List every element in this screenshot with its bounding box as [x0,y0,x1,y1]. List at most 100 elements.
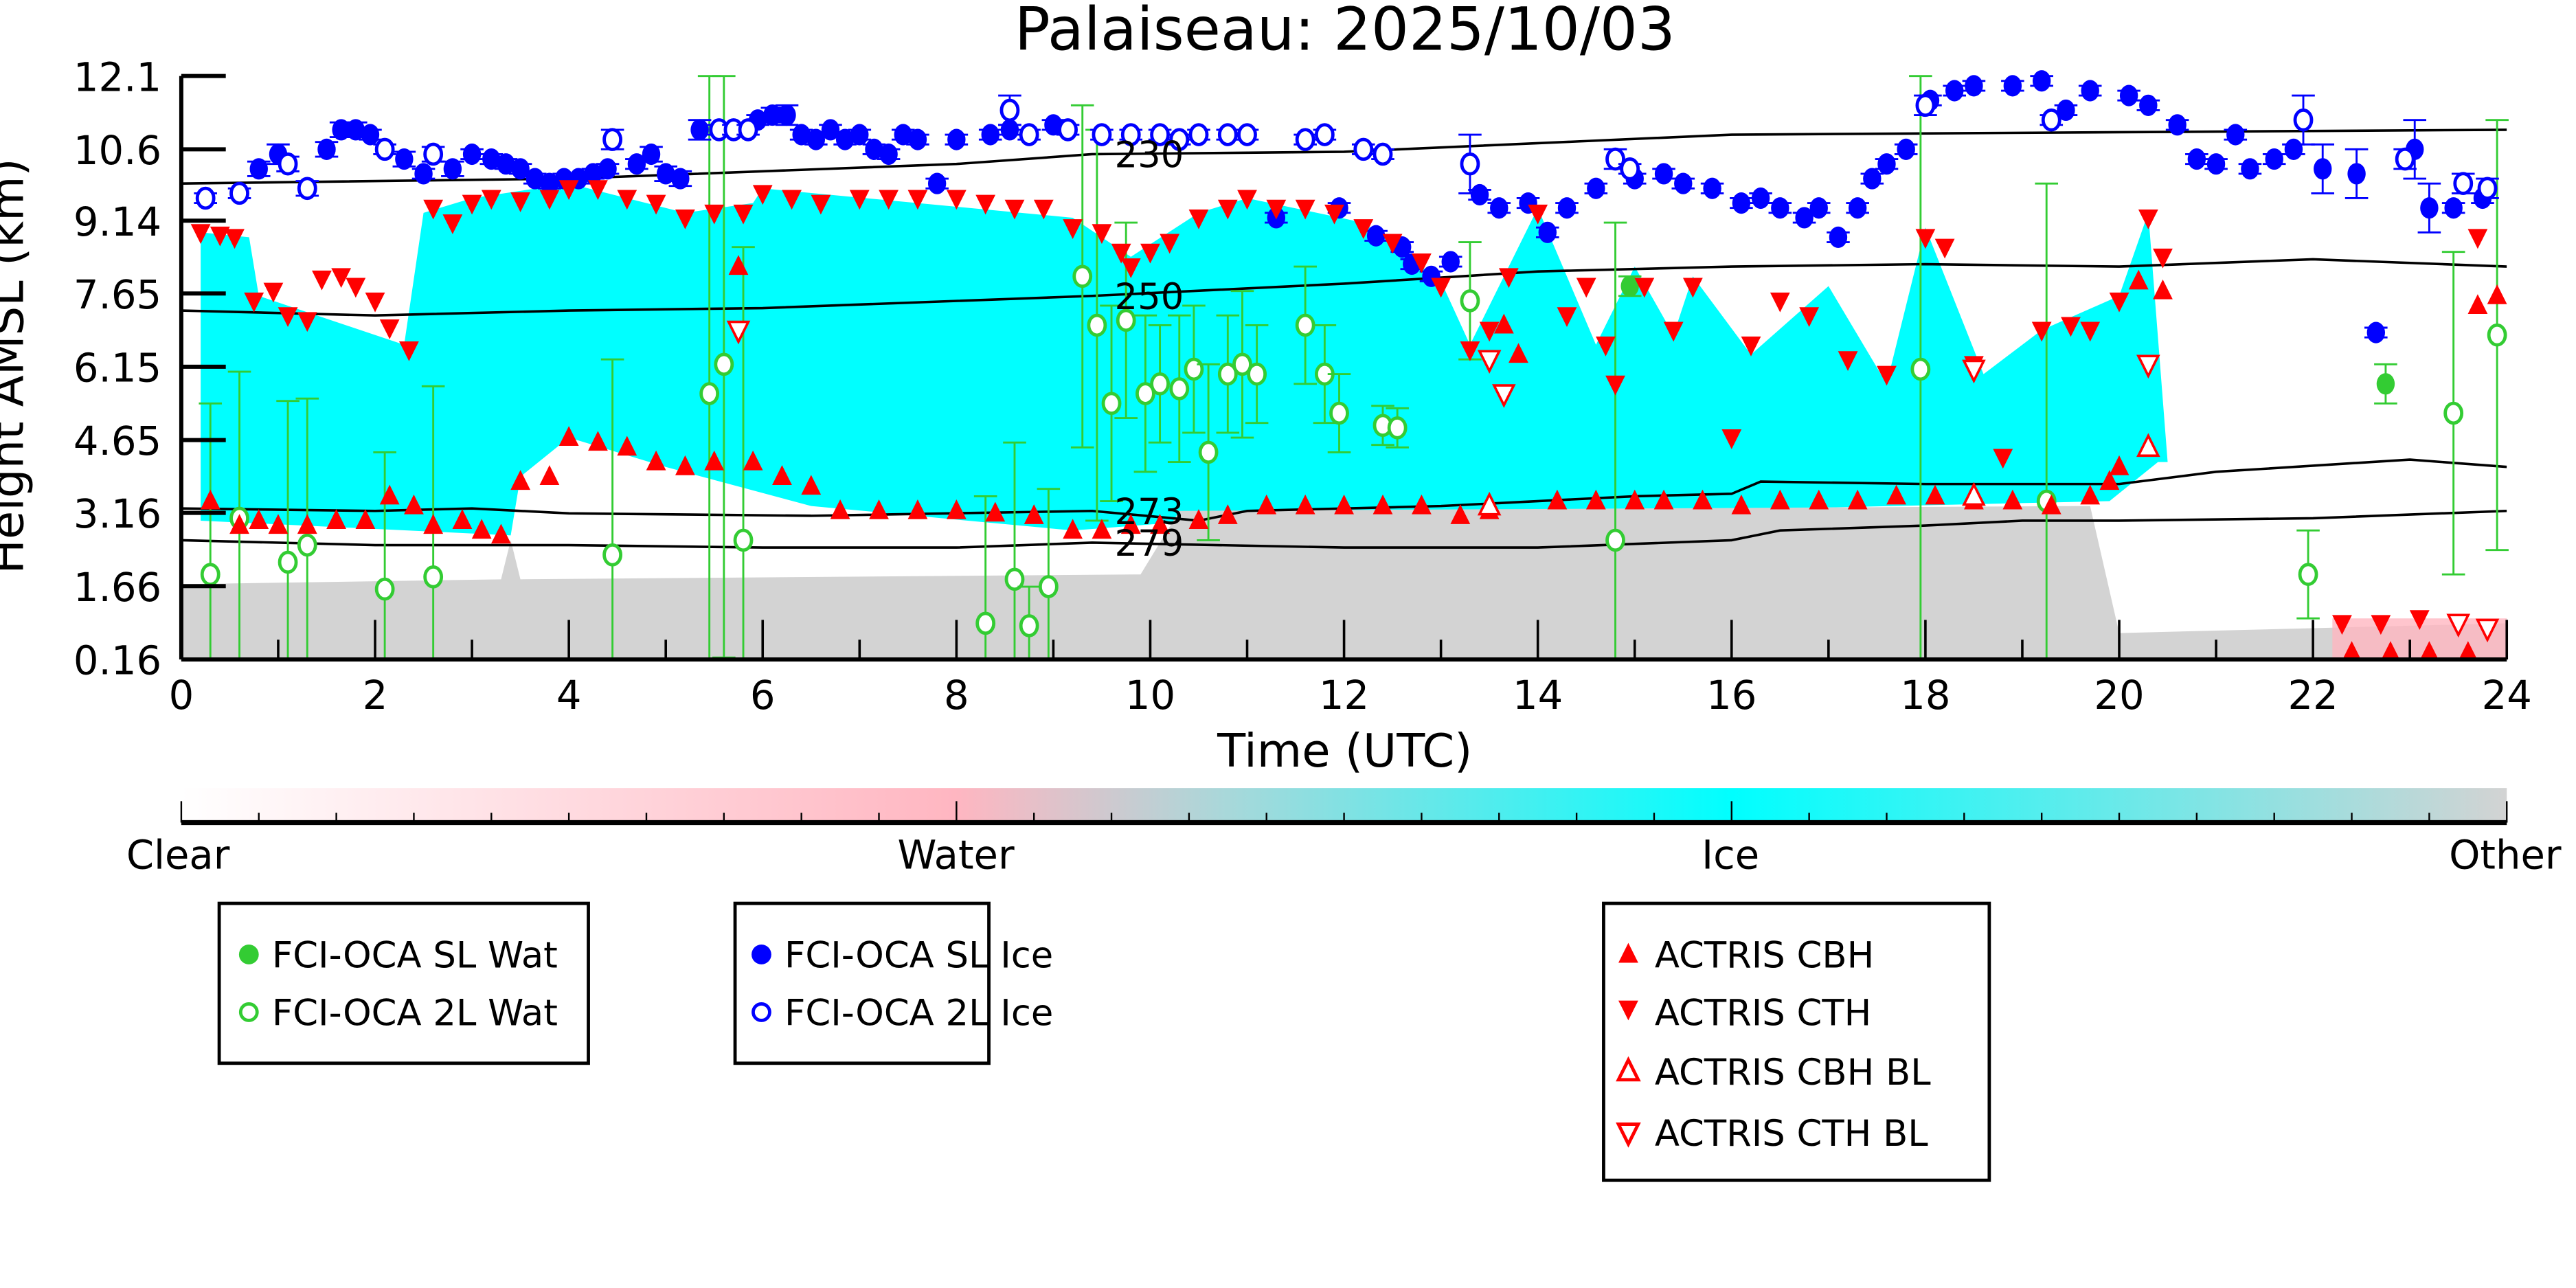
data-point [985,501,1006,522]
data-point [907,499,928,519]
legend-marker-cth-bl [1616,1122,1641,1148]
data-point [927,172,947,194]
data-point [1136,382,1155,405]
data-point [2419,641,2439,662]
data-point [656,163,675,185]
data-point [714,352,734,376]
data-point [423,514,444,534]
data-point [1188,123,1209,146]
data-point [1886,484,1906,505]
data-point [1538,221,1557,243]
data-point [999,98,1020,122]
data-point [1596,336,1616,357]
data-point [2099,470,2120,490]
data-point [1477,350,1502,374]
data-point [1547,489,1568,510]
data-point [1915,229,1936,249]
data-point [1072,264,1093,289]
data-point [704,204,725,225]
y-tick-label: 7.65 [74,272,161,318]
data-point [772,465,792,485]
data-point [558,426,579,447]
data-point [1450,504,1471,524]
data-point [317,138,336,160]
data-point [1732,192,1751,214]
data-point [1910,357,1931,381]
colorbar-label-other: Other [2449,833,2562,879]
data-point [2241,158,2259,180]
data-markers [190,70,2509,662]
data-point [1693,489,1713,510]
data-point [1682,278,1703,298]
data-point [379,319,400,339]
data-point [1387,416,1408,440]
legend-label: FCI-OCA SL Wat [272,935,558,977]
data-point [801,475,822,495]
data-point [1965,75,1983,97]
data-point [728,255,749,275]
isotherm-label: 273 [1115,491,1184,533]
data-point [1877,365,1897,386]
data-point [200,563,221,587]
data-point [229,181,249,205]
data-point [1509,343,1528,363]
series-fci-oca-2l-ice [194,93,2499,210]
data-point [1092,224,1112,245]
data-point [481,190,501,210]
data-point [1038,575,1059,598]
data-point [1771,197,1789,219]
data-point [1353,219,1374,239]
data-point [792,124,811,146]
data-point [1169,377,1190,400]
data-point [1528,204,1548,225]
data-point [1620,275,1639,297]
data-point [2081,80,2099,102]
y-tick-label: 10.6 [74,128,161,174]
data-point [2446,613,2471,638]
data-point [879,143,898,166]
data-point [1063,219,1083,239]
data-point [704,450,725,471]
data-point [462,143,482,166]
data-point [1731,494,1752,515]
data-point [1915,93,1936,117]
data-point [374,137,395,161]
data-point [778,104,796,126]
data-point [2395,147,2415,171]
data-point [278,152,298,176]
data-point [1366,225,1386,247]
x-tick-label: 0 [169,673,194,719]
colorbar-label-water: Water [897,833,1015,879]
data-point [2298,563,2318,587]
data-point [2139,94,2158,116]
ice-cloud-region [201,183,2168,536]
data-point [1116,308,1136,332]
data-point [1431,278,1451,298]
data-point [312,270,332,291]
data-point [1266,199,1287,220]
data-point [2136,354,2160,379]
data-point [2168,114,2187,136]
data-point [278,550,298,574]
data-point [414,163,433,185]
data-point [1063,519,1083,539]
x-tick-label: 20 [2094,673,2144,719]
data-point [1412,253,1432,273]
legend-marker-cbh-bl [1616,1056,1641,1082]
data-point [1217,123,1238,146]
isotherm-label: 279 [1115,523,1184,565]
y-tick-label: 4.65 [74,418,161,464]
data-point [850,124,869,146]
data-point [1334,494,1354,515]
legend-marker-sl-wat [238,945,259,964]
data-point [1557,307,1577,328]
data-point [642,143,661,166]
data-point [1934,238,1955,259]
data-point [2487,323,2507,347]
data-point [1295,494,1315,515]
data-point [1033,199,1054,220]
colorbar: Clear Water Ice Other [126,788,2562,879]
legend-label: ACTRIS CTH BL [1655,1113,1928,1155]
data-point [2109,455,2129,475]
legend-marker-cbh [1618,942,1638,963]
